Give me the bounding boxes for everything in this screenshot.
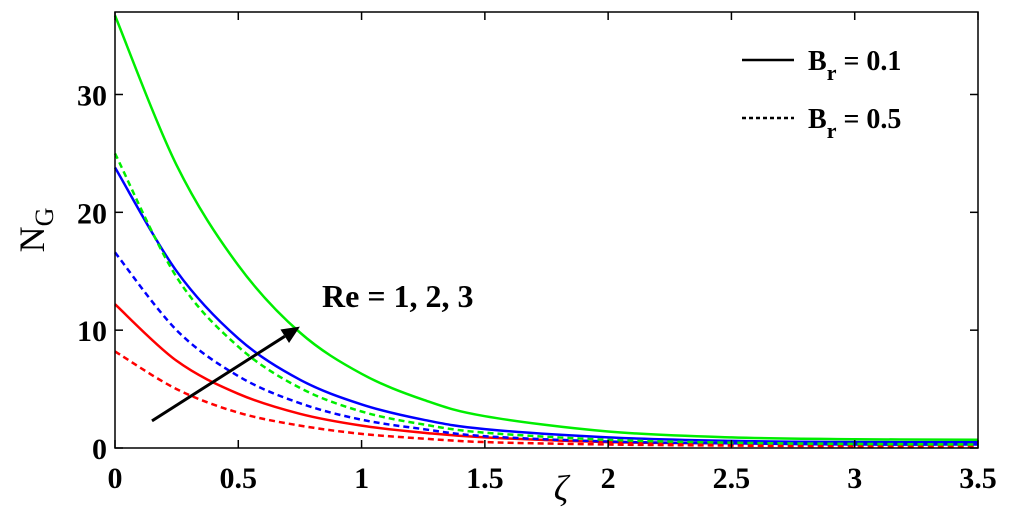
x-tick-label-7: 3.5: [959, 462, 997, 495]
x-tick-label-3: 1.5: [466, 462, 504, 495]
x-tick-label-2: 1: [354, 462, 369, 495]
series-line-5: [113, 152, 979, 446]
y-axis-label-main: N: [12, 226, 52, 252]
series-line-4: [113, 15, 979, 442]
x-tick-label-4: 2: [601, 462, 616, 495]
x-tick-label-6: 3: [847, 462, 862, 495]
series-layer: [113, 15, 979, 448]
y-axis-label-sub: G: [30, 208, 59, 227]
legend: Br = 0.1 Br = 0.5: [742, 46, 901, 143]
series-line-1: [114, 350, 979, 448]
series-line-0: [114, 303, 979, 446]
x-axis-label: ζ: [554, 468, 571, 508]
y-axis-label: NG: [12, 208, 59, 253]
ticks-layer: 0 0.5 1 1.5 2 2.5 3 3.5 0 10 20 30: [77, 12, 997, 495]
y-tick-label-2: 20: [77, 197, 107, 230]
y-tick-label-1: 10: [77, 315, 107, 348]
series-line-3: [114, 251, 979, 446]
annotation: Re = 1, 2, 3: [151, 278, 474, 423]
x-tick-label-5: 2.5: [713, 462, 751, 495]
legend-entry-1: Br = 0.5: [808, 104, 901, 143]
annotation-arrow: [151, 335, 286, 423]
series-line-2: [113, 166, 979, 444]
annotation-arrowhead: [280, 326, 300, 344]
annotation-text: Re = 1, 2, 3: [322, 278, 474, 314]
legend-entry-0: Br = 0.1: [808, 46, 901, 85]
x-tick-label-1: 0.5: [220, 462, 258, 495]
y-tick-label-0: 0: [92, 433, 107, 466]
x-tick-label-0: 0: [108, 462, 123, 495]
plot-frame: [114, 11, 979, 449]
y-tick-label-3: 30: [77, 79, 107, 112]
